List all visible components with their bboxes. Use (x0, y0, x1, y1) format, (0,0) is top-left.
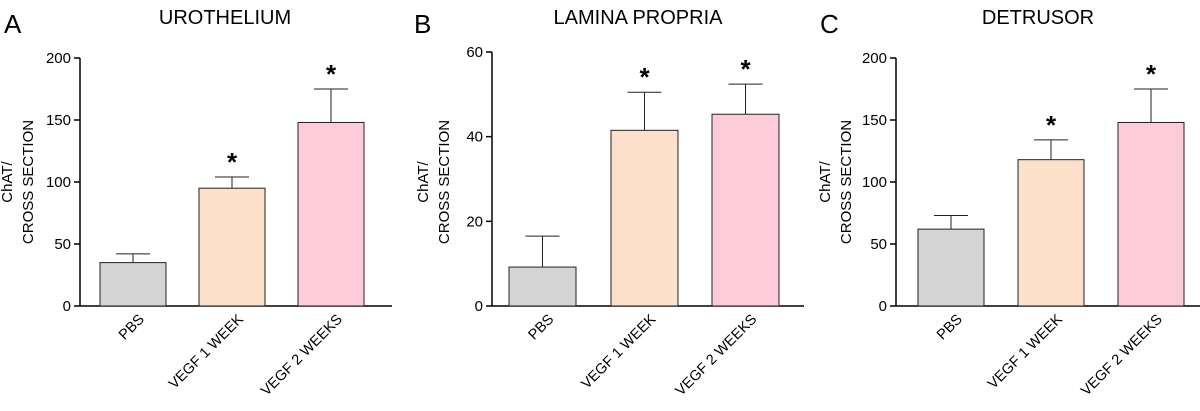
significance-marker: * (326, 59, 337, 89)
bar (1017, 159, 1085, 307)
x-category-label: VEGF 1 WEEK (578, 311, 659, 392)
bar (99, 262, 167, 307)
bar (610, 129, 679, 307)
x-category-label: PBS (934, 312, 966, 344)
significance-marker: * (639, 62, 650, 92)
panel-letter: B (414, 9, 431, 39)
y-tick-label: 20 (466, 213, 483, 230)
y-tick-label: 200 (862, 50, 887, 67)
plot-area: 0 50 100 150 200 PBS * VEGF 1 WEEK * VEGF 2 WEEKS (862, 50, 1200, 399)
y-tick-label: 150 (46, 112, 71, 129)
panel-a-urothelium: A UROTHELIUM ChAT/ CROSS SECTION 0 50 100 1… (0, 7, 392, 399)
x-category-label: VEGF 1 WEEK (985, 311, 1066, 392)
bar (1117, 121, 1185, 307)
y-axis-label-line-1: ChAT/ (817, 160, 834, 202)
x-category-label: VEGF 2 WEEKS (673, 312, 761, 400)
y-axis-label-line-1: ChAT/ (415, 160, 432, 202)
y-tick-label: 100 (862, 174, 887, 191)
y-tick-label: 150 (862, 112, 887, 129)
y-axis-label-line-2: CROSS SECTION (436, 120, 453, 244)
significance-marker: * (740, 54, 751, 84)
y-tick-label: 100 (46, 174, 71, 191)
y-tick-label: 50 (54, 236, 71, 253)
y-tick-label: 0 (475, 298, 483, 315)
panel-c-detrusor: C DETRUSOR ChAT/ CROSS SECTION 0 50 100 150… (817, 7, 1200, 399)
plot-area: 0 50 100 150 200 PBS * VEGF 1 WEEK * VEGF 2 WEEKS (46, 50, 392, 399)
y-tick-label: 0 (63, 298, 71, 315)
panel-letter: A (4, 9, 22, 39)
y-axis-label-line-1: ChAT/ (0, 160, 16, 202)
plot-area: 0 20 40 60 PBS * VEGF 1 WEEK * VEGF 2 WEEKS (466, 44, 804, 399)
significance-marker: * (227, 147, 238, 177)
x-category-label: VEGF 2 WEEKS (1078, 312, 1166, 400)
y-tick-label: 60 (466, 44, 483, 61)
x-category-label: PBS (116, 312, 148, 344)
panel-letter: C (820, 9, 839, 39)
panel-b-lamina-propria: B LAMINA PROPRIA ChAT/ CROSS SECTION 0 20… (414, 7, 804, 399)
bar (198, 187, 266, 307)
y-tick-label: 200 (46, 50, 71, 67)
y-tick-label: 0 (879, 298, 887, 315)
chart-title: LAMINA PROPRIA (554, 7, 724, 29)
y-axis-label-line-2: CROSS SECTION (20, 120, 37, 244)
significance-marker: * (1146, 59, 1157, 89)
bar (711, 113, 780, 307)
y-tick-label: 40 (466, 129, 483, 146)
chart-title: UROTHELIUM (159, 7, 291, 29)
x-category-label: VEGF 1 WEEK (166, 311, 247, 392)
bar (508, 266, 577, 307)
x-category-label: PBS (525, 312, 557, 344)
chart-title: DETRUSOR (982, 7, 1094, 29)
y-tick-label: 50 (870, 236, 887, 253)
y-axis-label-line-2: CROSS SECTION (838, 120, 855, 244)
x-category-label: VEGF 2 WEEKS (258, 312, 346, 400)
significance-marker: * (1046, 110, 1057, 140)
bar (297, 121, 365, 307)
bar (917, 228, 985, 307)
